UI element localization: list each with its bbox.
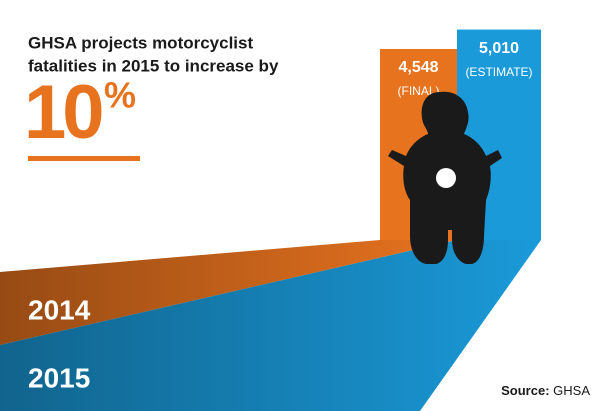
headline-unit: % (104, 75, 136, 116)
headlight (436, 168, 456, 188)
value-label: 4,548 (398, 59, 438, 76)
category-label: 2015 (28, 362, 90, 393)
value-note: (FINAL) (398, 84, 440, 98)
source: Source: GHSA (501, 383, 590, 398)
source-label: Source: (501, 383, 549, 398)
roads (0, 240, 541, 411)
headline-underline (28, 156, 140, 161)
headline-number: 10 (24, 70, 102, 155)
title-line: GHSA projects motorcyclist (28, 33, 253, 52)
value-note: (ESTIMATE) (465, 65, 532, 79)
road-shade (0, 240, 541, 411)
title-line: fatalities in 2015 to increase by (28, 56, 279, 75)
source-name: GHSA (553, 383, 590, 398)
category-label: 2014 (28, 294, 91, 325)
value-label: 5,010 (479, 40, 519, 57)
